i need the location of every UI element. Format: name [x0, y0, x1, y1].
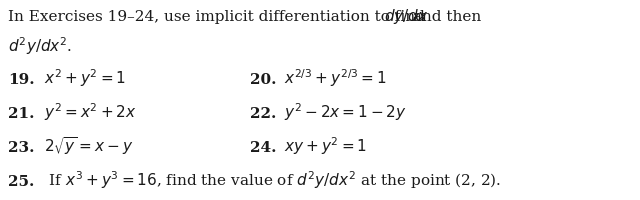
Text: 20.: 20. — [250, 73, 276, 87]
Text: 23.: 23. — [8, 141, 35, 155]
Text: $x^{2/3} + y^{2/3} = 1$: $x^{2/3} + y^{2/3} = 1$ — [284, 68, 387, 89]
Text: $y^2 - 2x = 1 - 2y$: $y^2 - 2x = 1 - 2y$ — [284, 102, 406, 123]
Text: $x^2 + y^2 = 1$: $x^2 + y^2 = 1$ — [44, 68, 125, 89]
Text: $d^2y/dx^2$.: $d^2y/dx^2$. — [8, 35, 72, 57]
Text: $xy + y^2 = 1$: $xy + y^2 = 1$ — [284, 136, 367, 157]
Text: In Exercises 19–24, use implicit differentiation to find: In Exercises 19–24, use implicit differe… — [8, 10, 430, 24]
Text: $y^2 = x^2 + 2x$: $y^2 = x^2 + 2x$ — [44, 102, 136, 123]
Text: 19.: 19. — [8, 73, 35, 87]
Text: 22.: 22. — [250, 107, 276, 121]
Text: 21.: 21. — [8, 107, 35, 121]
Text: 24.: 24. — [250, 141, 276, 155]
Text: and then: and then — [408, 10, 481, 24]
Text: 25.: 25. — [8, 175, 35, 189]
Text: If $x^3 + y^3 = 16$, find the value of $d^2y/dx^2$ at the point (2, 2).: If $x^3 + y^3 = 16$, find the value of $… — [44, 170, 501, 191]
Text: $dy/dx$: $dy/dx$ — [384, 7, 429, 26]
Text: $2\sqrt{y} = x - y$: $2\sqrt{y} = x - y$ — [44, 135, 133, 157]
